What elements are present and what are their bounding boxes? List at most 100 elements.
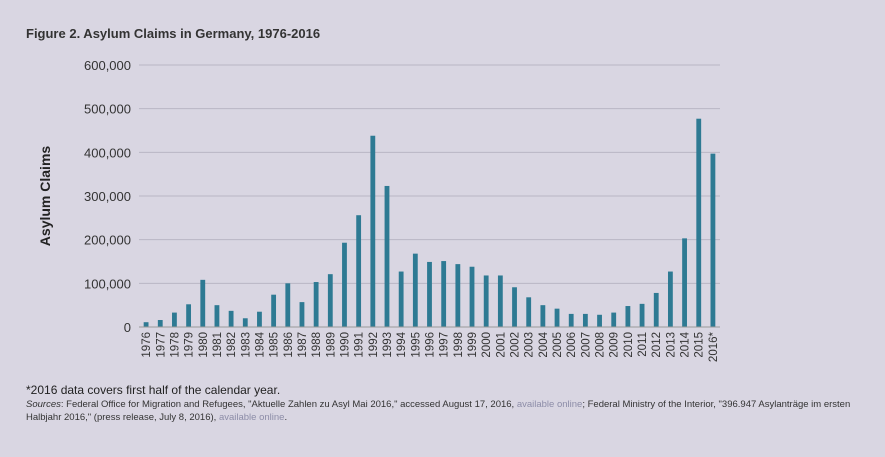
x-tick-label-1993: 1993 [382, 332, 394, 358]
x-tick-label-2010: 2010 [623, 332, 635, 358]
source-link-1[interactable]: available online [516, 399, 583, 410]
bar-1986 [285, 283, 291, 327]
x-tick-label-2007: 2007 [580, 332, 592, 358]
x-tick-label-1988: 1988 [311, 332, 323, 358]
y-tick-label-3: 300,000 [84, 189, 131, 204]
bar-1999 [469, 266, 475, 327]
y-tick-label-1: 100,000 [84, 276, 131, 291]
bar-2006 [568, 313, 574, 327]
bar-1977 [157, 320, 163, 327]
sources-text: Sources: Federal Office for Migration an… [26, 399, 885, 424]
x-tick-label-1978: 1978 [169, 332, 181, 358]
sources-part-3: . [284, 411, 288, 423]
x-tick-label-1981: 1981 [212, 332, 224, 358]
bar-2001 [497, 275, 503, 327]
bar-1996 [427, 261, 432, 327]
x-tick-label-2014: 2014 [680, 331, 692, 357]
bar-1976 [143, 322, 149, 327]
x-tick-label-2012: 2012 [651, 332, 663, 358]
x-tick-label-1990: 1990 [339, 332, 351, 358]
x-tick-label-2015: 2015 [694, 332, 706, 358]
bar-1982 [228, 310, 234, 327]
x-tick-label-1979: 1979 [184, 332, 196, 358]
y-axis-label: Asylum Claims [37, 146, 53, 247]
bar-2000 [483, 275, 489, 327]
x-tick-label-2006: 2006 [566, 332, 578, 358]
bar-1994 [398, 271, 404, 327]
x-tick-label-1997: 1997 [439, 332, 451, 358]
x-tick-label-1996: 1996 [425, 332, 437, 358]
x-tick-label-1985: 1985 [269, 332, 281, 358]
bar-1993 [384, 185, 390, 327]
sources-part-2: ; Federal Ministry of the Interior, "396… [26, 399, 851, 423]
bar-1987 [299, 302, 305, 327]
bar-2016* [710, 153, 716, 327]
y-tick-label-4: 400,000 [84, 145, 131, 160]
x-tick-label-1998: 1998 [453, 332, 465, 358]
bar-1981 [214, 305, 220, 327]
bar-2011 [639, 303, 645, 327]
bar-2014 [682, 238, 687, 327]
chart-title: Figure 2. Asylum Claims in Germany, 1976… [26, 26, 321, 41]
bar-2009 [611, 312, 617, 327]
bar-1983 [242, 318, 248, 327]
x-tick-label-2004: 2004 [538, 331, 550, 357]
bar-2007 [582, 313, 588, 327]
x-tick-label-2008: 2008 [595, 332, 607, 358]
x-tick-label-2009: 2009 [609, 332, 621, 358]
x-tick-label-2016*: 2016* [708, 331, 720, 362]
x-tick-label-2005: 2005 [552, 332, 564, 358]
bar-1995 [412, 253, 418, 327]
x-tick-label-2002: 2002 [510, 332, 522, 358]
bar-2013 [667, 271, 673, 327]
sources-lead: Sources [26, 399, 61, 410]
x-tick-label-1986: 1986 [283, 332, 295, 358]
bar-1980 [200, 279, 206, 327]
bar-chart: 0 100,000 200,000 300,000 400,000 500,000 600,… [37, 58, 720, 362]
bar-1997 [441, 261, 447, 327]
bar-2012 [653, 292, 659, 327]
x-tick-label-1982: 1982 [226, 332, 238, 358]
x-tick-label-1984: 1984 [254, 331, 266, 357]
x-tick-label-1999: 1999 [467, 332, 479, 358]
y-tick-label-0: 0 [124, 320, 131, 335]
x-tick-label-1995: 1995 [410, 332, 422, 358]
x-tick-label-1989: 1989 [325, 332, 337, 358]
x-tick-label-1976: 1976 [141, 332, 153, 358]
x-tick-label-1983: 1983 [240, 332, 252, 358]
bar-1979 [186, 304, 192, 327]
bar-1989 [327, 274, 333, 327]
bar-2005 [554, 308, 560, 327]
x-tick-label-1987: 1987 [297, 332, 309, 358]
x-tick-label-1994: 1994 [396, 331, 408, 357]
sources-part-1: : Federal Office for Migration and Refug… [60, 399, 517, 410]
x-tick-label-1991: 1991 [354, 332, 366, 358]
bar-1978 [172, 312, 177, 327]
x-tick-label-2013: 2013 [665, 332, 677, 358]
x-tick-label-2011: 2011 [637, 332, 649, 357]
source-link-2[interactable]: available online [218, 411, 285, 423]
footnote: *2016 data covers first half of the cale… [26, 383, 281, 397]
bar-2015 [696, 118, 702, 328]
bar-2010 [625, 306, 631, 327]
x-tick-label-1977: 1977 [155, 332, 167, 358]
y-tick-label-6: 600,000 [84, 58, 131, 73]
figure-panel: Figure 2. Asylum Claims in Germany, 1976… [8, 6, 877, 451]
bar-2003 [526, 297, 532, 327]
x-tick-label-2000: 2000 [481, 332, 493, 358]
bar-1992 [370, 135, 376, 327]
x-tick-label-1980: 1980 [198, 332, 210, 358]
bar-1998 [455, 264, 461, 327]
bar-2004 [540, 305, 546, 327]
bar-1991 [356, 215, 362, 327]
bar-2008 [597, 314, 602, 327]
y-tick-label-5: 500,000 [84, 102, 131, 117]
bar-2002 [512, 287, 517, 327]
x-tick-label-2001: 2001 [495, 332, 507, 358]
bar-1985 [271, 294, 277, 327]
bar-1988 [313, 282, 319, 327]
x-tick-label-1992: 1992 [368, 332, 380, 358]
bar-1990 [342, 242, 347, 327]
bar-1984 [257, 311, 262, 327]
y-tick-label-2: 200,000 [84, 233, 131, 248]
